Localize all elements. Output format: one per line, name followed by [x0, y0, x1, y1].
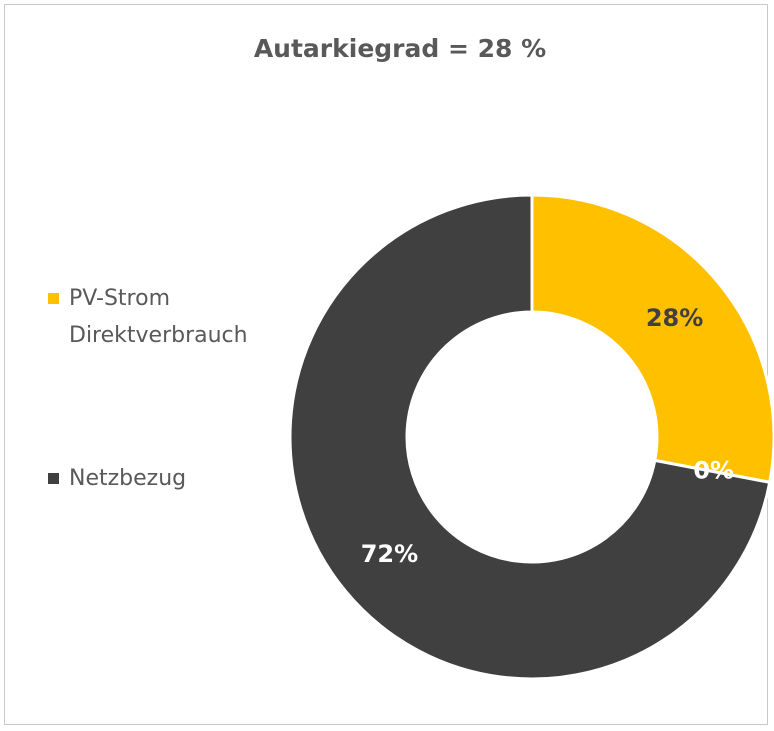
data-label: 0% — [693, 457, 734, 485]
legend-swatch — [48, 293, 59, 304]
legend-swatch — [48, 473, 59, 484]
donut-slice — [530, 193, 774, 485]
donut-slice — [288, 193, 772, 681]
legend-entry: Netzbezug — [48, 460, 288, 497]
legend-label: Netzbezug — [69, 466, 187, 491]
chart-title: Autarkiegrad = 28 % — [254, 34, 546, 63]
data-label: 72% — [361, 540, 418, 568]
chart-frame — [4, 4, 768, 725]
data-label: 28% — [646, 304, 703, 332]
legend-entry: PV-Strom Direktverbrauch — [48, 280, 288, 354]
legend-label: PV-Strom Direktverbrauch — [69, 286, 248, 348]
